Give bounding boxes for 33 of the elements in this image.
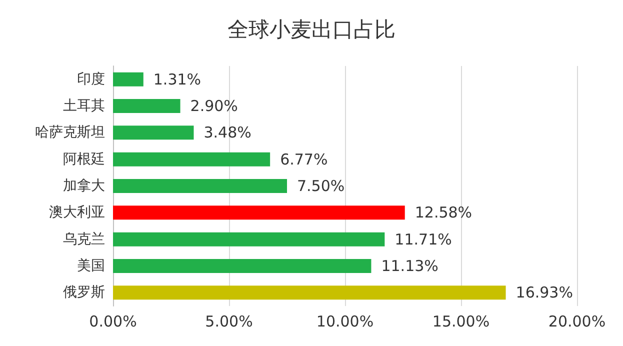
bar	[113, 286, 506, 300]
y-tick-label: 乌克兰	[63, 231, 105, 248]
data-label: 16.93%	[516, 284, 573, 302]
bar	[113, 179, 287, 193]
y-tick-label: 印度	[77, 71, 105, 88]
y-tick-label: 俄罗斯	[63, 284, 105, 301]
y-tick-label: 美国	[77, 258, 105, 274]
chart-title: 全球小麦出口占比	[228, 18, 396, 42]
y-tick-label: 加拿大	[63, 178, 105, 194]
bar	[113, 126, 194, 140]
bar	[113, 259, 372, 273]
bar	[113, 72, 144, 86]
x-tick-label: 5.00%	[205, 312, 253, 330]
data-label: 6.77%	[280, 150, 328, 168]
data-label: 1.31%	[153, 70, 202, 88]
data-label: 11.13%	[381, 257, 438, 275]
bar	[113, 206, 405, 220]
bar	[113, 152, 270, 166]
data-label: 7.50%	[297, 177, 345, 195]
y-tick-label: 阿根廷	[63, 151, 105, 168]
y-tick-label: 澳大利亚	[49, 204, 105, 221]
x-tick-label: 10.00%	[316, 312, 374, 330]
data-label: 12.58%	[414, 204, 472, 222]
x-tick-label: 20.00%	[548, 312, 606, 330]
data-label: 11.71%	[394, 230, 452, 248]
x-tick-label: 15.00%	[432, 312, 490, 330]
data-label: 3.48%	[204, 124, 252, 142]
y-tick-label: 土耳其	[63, 98, 105, 114]
bar	[113, 232, 385, 246]
bar	[113, 99, 180, 113]
y-tick-label: 哈萨克斯坦	[35, 124, 105, 141]
x-tick-label: 0.00%	[89, 312, 137, 330]
data-label: 2.90%	[190, 97, 238, 115]
